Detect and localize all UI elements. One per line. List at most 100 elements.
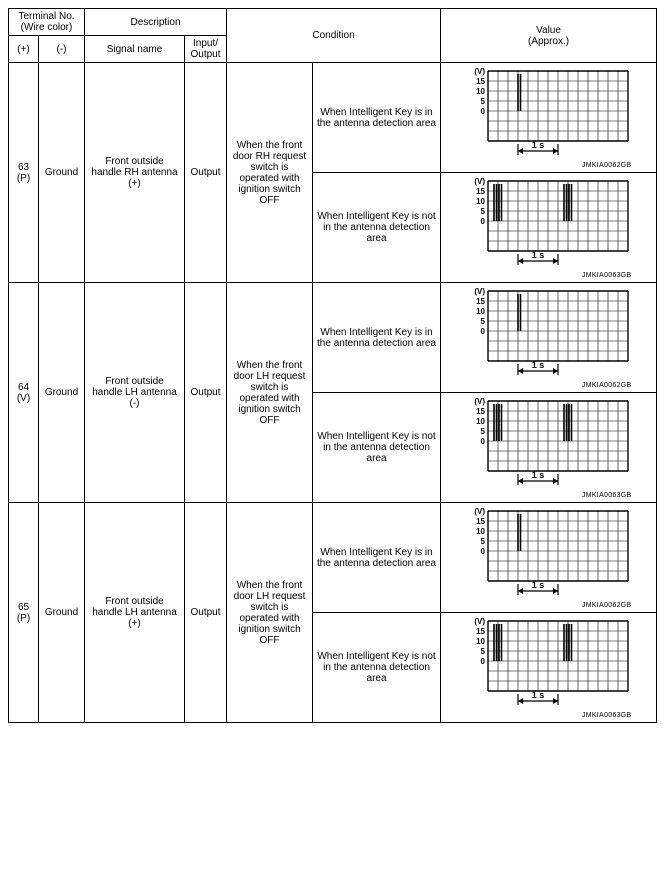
svg-text:(V): (V)	[474, 617, 485, 626]
svg-text:10: 10	[476, 527, 485, 536]
svg-text:(V): (V)	[474, 397, 485, 406]
wire-color: (P)	[17, 173, 30, 184]
hdr-io: Input/ Output	[185, 36, 227, 63]
svg-text:0: 0	[480, 327, 485, 336]
svg-text:10: 10	[476, 417, 485, 426]
svg-text:10: 10	[476, 87, 485, 96]
graph-wrap: (V)151050 1 s JMKIA0062GB	[464, 285, 634, 389]
hdr-condition: Condition	[227, 9, 441, 63]
table-header: Terminal No. (Wire color) Description Co…	[9, 9, 657, 63]
hdr-wire-color: (Wire color)	[21, 22, 73, 33]
condition-main-cell: When the front door LH request switch is…	[227, 283, 313, 503]
table-body: 63(P)GroundFront outside handle RH anten…	[9, 63, 657, 723]
waveform-graph: (V)151050 1 s	[464, 505, 634, 601]
hdr-description: Description	[85, 9, 227, 36]
io-cell: Output	[185, 503, 227, 723]
graph-wrap: (V)1510501 sJMKIA0063GB	[464, 395, 634, 499]
waveform-graph: (V)151050 1 s	[464, 65, 634, 161]
wire-color: (V)	[17, 393, 30, 404]
signal-name-cell: Front outside handle LH antenna (-)	[85, 283, 185, 503]
svg-text:5: 5	[480, 537, 485, 546]
condition-sub-cell: When Intelligent Key is in the antenna d…	[313, 503, 441, 613]
svg-text:15: 15	[476, 297, 485, 306]
svg-text:1 s: 1 s	[531, 580, 544, 590]
value-cell: (V)1510501 sJMKIA0063GB	[441, 393, 657, 503]
svg-text:15: 15	[476, 517, 485, 526]
value-cell: (V)151050 1 s JMKIA0062GB	[441, 503, 657, 613]
condition-main-cell: When the front door LH request switch is…	[227, 503, 313, 723]
terminal-no: 63	[18, 162, 29, 173]
graph-wrap: (V)1510501 sJMKIA0063GB	[464, 175, 634, 279]
svg-text:1 s: 1 s	[531, 140, 544, 150]
svg-text:5: 5	[480, 207, 485, 216]
condition-sub-cell: When Intelligent Key is not in the anten…	[313, 613, 441, 723]
terminal-cell: 63(P)	[9, 63, 39, 283]
svg-text:5: 5	[480, 97, 485, 106]
hdr-approx-text: (Approx.)	[528, 36, 569, 47]
signal-name-cell: Front outside handle LH antenna (+)	[85, 503, 185, 723]
graph-wrap: (V)151050 1 s JMKIA0062GB	[464, 65, 634, 169]
condition-sub-cell: When Intelligent Key is in the antenna d…	[313, 283, 441, 393]
svg-text:10: 10	[476, 637, 485, 646]
waveform-graph: (V)151050 1 s	[464, 615, 634, 711]
table-row: 65(P)GroundFront outside handle LH anten…	[9, 503, 657, 613]
svg-text:5: 5	[480, 317, 485, 326]
condition-sub-cell: When Intelligent Key is not in the anten…	[313, 173, 441, 283]
waveform-graph: (V)1510501 s	[464, 175, 634, 271]
svg-text:(V): (V)	[474, 67, 485, 76]
hdr-minus: (-)	[39, 36, 85, 63]
svg-text:1 s: 1 s	[531, 690, 544, 700]
wire-color: (P)	[17, 613, 30, 624]
graph-caption: JMKIA0063GB	[464, 712, 634, 719]
svg-text:(V): (V)	[474, 507, 485, 516]
svg-text:15: 15	[476, 407, 485, 416]
ground-cell: Ground	[39, 63, 85, 283]
value-cell: (V)151050 1 s JMKIA0062GB	[441, 63, 657, 173]
signal-name-cell: Front outside handle RH antenna (+)	[85, 63, 185, 283]
hdr-terminal: Terminal No. (Wire color)	[9, 9, 85, 36]
graph-caption: JMKIA0062GB	[464, 162, 634, 169]
hdr-signal: Signal name	[85, 36, 185, 63]
ground-cell: Ground	[39, 503, 85, 723]
svg-text:0: 0	[480, 107, 485, 116]
svg-text:(V): (V)	[474, 287, 485, 296]
graph-caption: JMKIA0063GB	[464, 272, 634, 279]
svg-text:1 s: 1 s	[531, 360, 544, 370]
terminal-cell: 65(P)	[9, 503, 39, 723]
svg-text:15: 15	[476, 627, 485, 636]
svg-text:5: 5	[480, 647, 485, 656]
hdr-terminal-no: Terminal No.	[18, 11, 74, 22]
svg-text:1 s: 1 s	[531, 470, 544, 480]
graph-wrap: (V)151050 1 s JMKIA0063GB	[464, 615, 634, 719]
terminal-cell: 64(V)	[9, 283, 39, 503]
condition-main-cell: When the front door RH request switch is…	[227, 63, 313, 283]
io-cell: Output	[185, 63, 227, 283]
hdr-value: Value (Approx.)	[441, 9, 657, 63]
table-row: 64(V)GroundFront outside handle LH anten…	[9, 283, 657, 393]
svg-text:10: 10	[476, 307, 485, 316]
graph-caption: JMKIA0062GB	[464, 602, 634, 609]
terminal-no: 64	[18, 382, 29, 393]
svg-text:0: 0	[480, 217, 485, 226]
value-cell: (V)1510501 sJMKIA0063GB	[441, 173, 657, 283]
svg-text:0: 0	[480, 547, 485, 556]
svg-text:10: 10	[476, 197, 485, 206]
hdr-plus: (+)	[9, 36, 39, 63]
graph-caption: JMKIA0063GB	[464, 492, 634, 499]
terminal-no: 65	[18, 602, 29, 613]
waveform-graph: (V)1510501 s	[464, 395, 634, 491]
value-cell: (V)151050 1 s JMKIA0062GB	[441, 283, 657, 393]
svg-text:15: 15	[476, 77, 485, 86]
ground-cell: Ground	[39, 283, 85, 503]
condition-sub-cell: When Intelligent Key is not in the anten…	[313, 393, 441, 503]
table-row: 63(P)GroundFront outside handle RH anten…	[9, 63, 657, 173]
svg-text:0: 0	[480, 657, 485, 666]
svg-text:15: 15	[476, 187, 485, 196]
condition-sub-cell: When Intelligent Key is in the antenna d…	[313, 63, 441, 173]
graph-caption: JMKIA0062GB	[464, 382, 634, 389]
graph-wrap: (V)151050 1 s JMKIA0062GB	[464, 505, 634, 609]
svg-text:0: 0	[480, 437, 485, 446]
value-cell: (V)151050 1 s JMKIA0063GB	[441, 613, 657, 723]
io-cell: Output	[185, 283, 227, 503]
terminal-table: Terminal No. (Wire color) Description Co…	[8, 8, 657, 723]
